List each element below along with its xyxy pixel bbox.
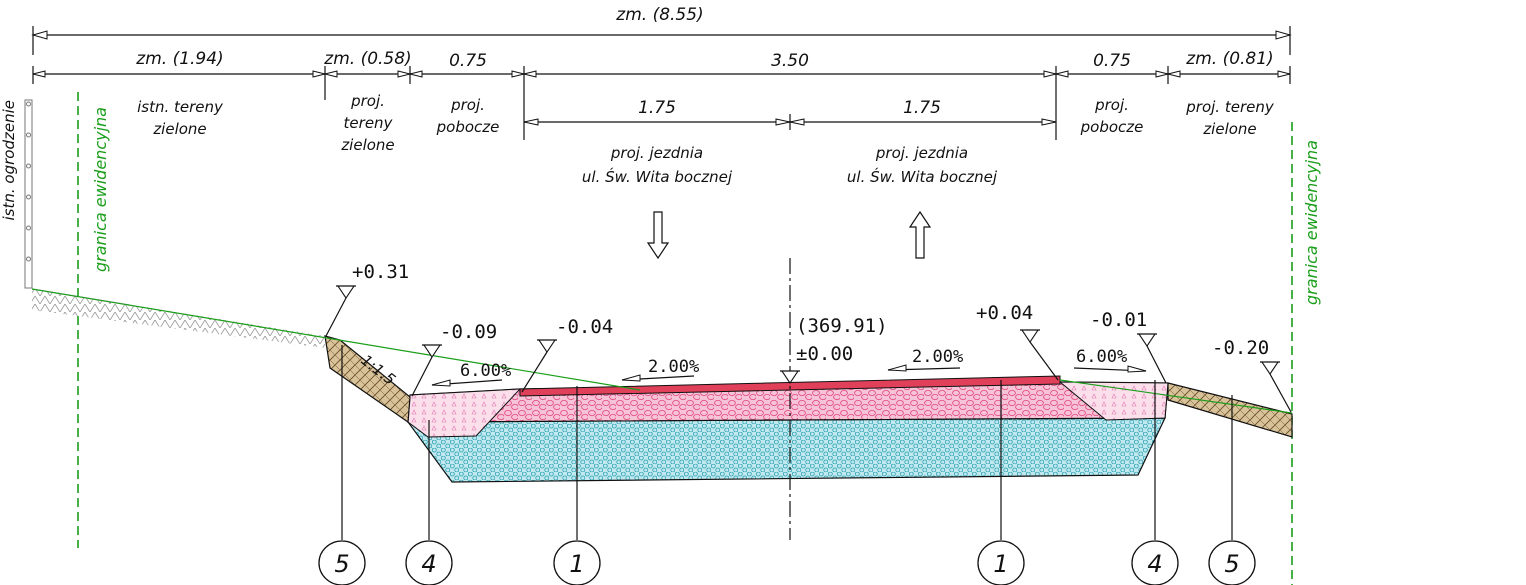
zone-proj-green-l-3: zielone — [340, 136, 394, 154]
level-l1: +0.31 — [352, 261, 409, 283]
zone-proj-green-r-1: proj. tereny — [1185, 98, 1275, 116]
svg-text:4: 4 — [421, 550, 436, 578]
zone-labels: istn. tereny zielone proj. tereny zielon… — [137, 92, 1275, 186]
svg-text:1: 1 — [569, 550, 584, 578]
zone-shoulder-r-1: proj. — [1094, 96, 1129, 114]
existing-terrain-right — [1059, 379, 1293, 414]
zone-lane-l-2: ul. Św. Wita bocznej — [582, 167, 733, 186]
zone-shoulder-l-1: proj. — [450, 96, 485, 114]
callout-5-left: 5 — [318, 540, 366, 585]
fence-label: istn. ogrodzenie — [0, 100, 18, 220]
dimension-chain: zm. (8.55) zm. (1.94) zm. (0.58) 0.75 3.… — [31, 5, 1292, 140]
zone-istn-green-1: istn. tereny — [137, 98, 224, 116]
zone-proj-green-l-2: tereny — [344, 114, 394, 132]
boundary-left-label: granica ewidencyjna — [91, 107, 110, 272]
layer-subbase — [406, 417, 1166, 483]
dim-lane-left: 1.75 — [638, 98, 676, 118]
level-r1: +0.04 — [976, 302, 1033, 324]
arrow-down-icon — [646, 211, 670, 260]
zone-lane-r-1: proj. jezdnia — [875, 144, 968, 162]
dim-total: zm. (8.55) — [615, 5, 703, 25]
svg-text:5: 5 — [334, 550, 349, 578]
callout-4-right: 4 — [1131, 540, 1179, 585]
level-l2: -0.09 — [440, 321, 497, 343]
slope-right-soil — [1167, 382, 1293, 438]
boundary-right-label: granica ewidencyjna — [1302, 140, 1321, 305]
arrow-up-icon — [908, 210, 932, 259]
level-markers: +0.31 -0.09 -0.04 (369.91) ±0.00 +0.04 -… — [325, 261, 1292, 413]
callout-4-left: 4 — [405, 540, 453, 585]
direction-arrows — [646, 210, 932, 260]
level-l3: -0.04 — [556, 316, 613, 338]
dim-seg-2: zm. (0.58) — [323, 49, 411, 69]
boundary-right: granica ewidencyjna — [1291, 122, 1321, 585]
zone-istn-green-2: zielone — [152, 120, 206, 138]
zone-shoulder-r-2: pobocze — [1080, 118, 1144, 136]
slope-left-shoulder: 6.00% — [460, 361, 511, 381]
existing-ground — [32, 289, 325, 348]
dim-seg-4: 3.50 — [771, 51, 809, 71]
existing-fence: istn. ogrodzenie — [0, 99, 33, 289]
level-axis-zero: ±0.00 — [796, 343, 853, 365]
zone-proj-green-r-2: zielone — [1202, 120, 1256, 138]
svg-text:4: 4 — [1147, 550, 1162, 578]
dim-seg-5: 0.75 — [1093, 51, 1131, 71]
dim-seg-6: zm. (0.81) — [1185, 49, 1273, 69]
level-axis-elev: (369.91) — [796, 315, 888, 337]
callout-1-right: 1 — [977, 540, 1025, 585]
callout-1-left: 1 — [553, 540, 601, 585]
zone-lane-r-2: ul. Św. Wita bocznej — [847, 167, 998, 186]
level-r2: -0.01 — [1090, 309, 1147, 331]
dim-seg-1: zm. (1.94) — [135, 49, 223, 69]
slope-right-shoulder: 6.00% — [1076, 347, 1127, 367]
dim-lane-right: 1.75 — [903, 98, 941, 118]
boundary-left: granica ewidencyjna — [77, 92, 110, 548]
zone-proj-green-l-1: proj. — [350, 92, 385, 110]
slope-left-lane: 2.00% — [648, 357, 699, 377]
callout-5-right: 5 — [1208, 540, 1256, 585]
dim-seg-3: 0.75 — [449, 51, 487, 71]
level-r3: -0.20 — [1212, 337, 1269, 359]
svg-text:5: 5 — [1224, 550, 1239, 578]
svg-text:1: 1 — [993, 550, 1008, 578]
zone-lane-l-1: proj. jezdnia — [610, 144, 703, 162]
slope-right-lane: 2.00% — [912, 347, 963, 367]
slope-annotations: 1:1.5 6.00% 2.00% 2.00% 6.00% — [358, 347, 1147, 389]
slope-left-soil — [324, 335, 411, 424]
existing-terrain-left — [31, 288, 641, 391]
zone-shoulder-l-2: pobocze — [436, 118, 500, 136]
layer-callouts: 5 4 1 1 4 5 — [318, 345, 1256, 585]
